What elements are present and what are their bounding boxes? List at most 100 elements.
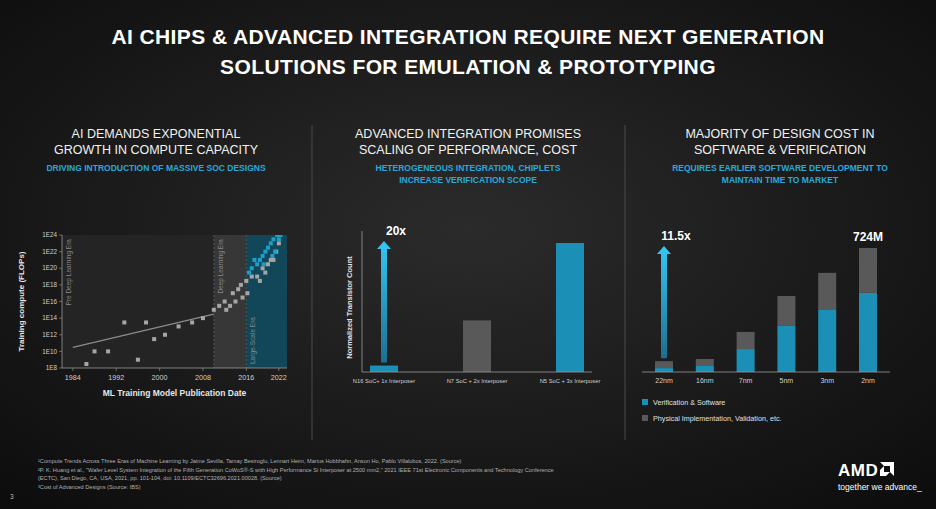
y-tick bbox=[59, 318, 62, 319]
x-tick-label: 2000 bbox=[152, 373, 168, 382]
y-tick bbox=[59, 351, 62, 352]
y-tick-label: 1E14 bbox=[42, 314, 57, 321]
y-tick-label: 1E8 bbox=[46, 364, 58, 371]
logo-tagline: together we advance_ bbox=[838, 482, 922, 492]
slide-title: SOLUTIONS FOR EMULATION & PROTOTYPING bbox=[220, 55, 716, 78]
scatter-point bbox=[236, 287, 240, 291]
growth-arrow-shaft bbox=[661, 252, 667, 358]
footnote: (ECTC), San Diego, CA, USA, 2021, pp. 10… bbox=[38, 475, 282, 481]
annotation: 724M bbox=[853, 230, 883, 244]
trend-line bbox=[73, 314, 214, 347]
scatter-point bbox=[223, 300, 227, 304]
panel-heading: MAJORITY OF DESIGN COST IN bbox=[685, 127, 874, 141]
y-axis-label: Training compute (FLOPs) bbox=[17, 251, 26, 351]
scatter-point bbox=[252, 258, 256, 262]
scatter-point bbox=[266, 246, 270, 250]
x-tick-label: N16 SoC+ 1x Interposer bbox=[353, 378, 415, 384]
scatter-point bbox=[258, 279, 262, 283]
bar-segment bbox=[818, 310, 836, 372]
growth-arrow-shaft bbox=[381, 247, 387, 363]
scatter-point bbox=[239, 283, 243, 287]
scatter-point bbox=[152, 337, 156, 341]
y-tick bbox=[59, 268, 62, 269]
era-region bbox=[214, 235, 247, 368]
scatter-point bbox=[247, 271, 251, 275]
bar-segment bbox=[859, 293, 877, 372]
x-tick-label: 1984 bbox=[65, 373, 81, 382]
scatter-point bbox=[244, 279, 248, 283]
scatter-point bbox=[263, 271, 267, 275]
scatter-point bbox=[270, 254, 274, 258]
x-tick-label: 22nm bbox=[655, 377, 673, 384]
scatter-point bbox=[241, 296, 245, 300]
x-tick-label: N5 SoC + 3x Interposer bbox=[540, 378, 601, 384]
scatter-point bbox=[84, 362, 88, 366]
bar-segment bbox=[737, 349, 755, 372]
scatter-point bbox=[163, 333, 167, 337]
era-label: Deep Learning Era bbox=[217, 239, 225, 294]
logo-icon bbox=[880, 462, 894, 476]
scatter-point bbox=[271, 237, 275, 241]
x-tick bbox=[278, 368, 279, 371]
y-tick-label: 1E12 bbox=[42, 331, 57, 338]
y-tick bbox=[59, 235, 62, 236]
scatter-point bbox=[255, 262, 259, 266]
x-tick-label: 2008 bbox=[195, 373, 211, 382]
footnote: ³Cost of Advanced Designs (Source: IBS) bbox=[38, 484, 141, 490]
x-tick-label: 2nm bbox=[861, 377, 875, 384]
scatter-point bbox=[136, 358, 140, 362]
annotation: 11.5x bbox=[661, 229, 691, 243]
scatter-point bbox=[201, 316, 205, 320]
growth-arrow-head bbox=[657, 246, 671, 254]
plot-background bbox=[62, 235, 287, 368]
scatter-point bbox=[255, 275, 259, 279]
era-boundary bbox=[213, 235, 214, 368]
scatter-point bbox=[122, 320, 126, 324]
x-axis bbox=[642, 372, 890, 373]
plot-area bbox=[655, 248, 877, 372]
x-tick bbox=[72, 368, 73, 371]
scatter-point bbox=[228, 304, 232, 308]
x-tick bbox=[202, 368, 203, 371]
bar-segment bbox=[655, 361, 673, 368]
bar-segment bbox=[737, 332, 755, 349]
era-boundary bbox=[246, 235, 247, 368]
bar-segment bbox=[777, 296, 795, 326]
bar-segment bbox=[859, 248, 877, 293]
bar bbox=[370, 366, 398, 372]
era-label: Pre Deep Learning Era bbox=[65, 239, 73, 306]
y-tick bbox=[59, 301, 62, 302]
panel-heading: AI DEMANDS EXPONENTIAL bbox=[72, 127, 241, 141]
x-tick bbox=[246, 368, 247, 371]
y-axis bbox=[362, 231, 363, 372]
y-axis-label: Normalized Transistor Count bbox=[345, 256, 354, 359]
panel-heading: GROWTH IN COMPUTE CAPACITY bbox=[54, 143, 259, 157]
y-tick-label: 1E24 bbox=[42, 231, 57, 238]
y-tick bbox=[59, 284, 62, 285]
scatter-point bbox=[262, 262, 266, 266]
legend-swatch bbox=[642, 415, 648, 421]
y-tick-label: 1E22 bbox=[42, 248, 57, 255]
legend-label: Verification & Software bbox=[653, 398, 725, 407]
bar-segment bbox=[696, 366, 714, 372]
x-tick-label: 7nm bbox=[739, 377, 753, 384]
page-number: 3 bbox=[10, 493, 14, 500]
scatter-point bbox=[250, 266, 254, 270]
scatter-point bbox=[261, 266, 265, 270]
plot-area bbox=[370, 243, 584, 372]
bar-segment bbox=[696, 359, 714, 366]
scatter-point bbox=[277, 237, 281, 241]
y-tick-label: 1E10 bbox=[42, 348, 57, 355]
scatter-point bbox=[273, 250, 277, 254]
panel-subtitle: INCREASE VERIFICATION SCOPE bbox=[399, 175, 537, 185]
footnote: ²P. K. Huang et al., "Wafer Level System… bbox=[38, 467, 554, 473]
x-tick-label: 1992 bbox=[108, 373, 124, 382]
annotation: 20x bbox=[386, 224, 406, 238]
panel-subtitle: MAINTAIN TIME TO MARKET bbox=[722, 175, 839, 185]
slide: AI CHIPS & ADVANCED INTEGRATION REQUIRE … bbox=[0, 0, 936, 509]
era-label: Large-Scale Era bbox=[249, 317, 257, 364]
scatter-point bbox=[269, 241, 273, 245]
bar bbox=[463, 320, 491, 372]
slide-title: AI CHIPS & ADVANCED INTEGRATION REQUIRE … bbox=[111, 25, 824, 48]
bar-segment bbox=[818, 273, 836, 310]
